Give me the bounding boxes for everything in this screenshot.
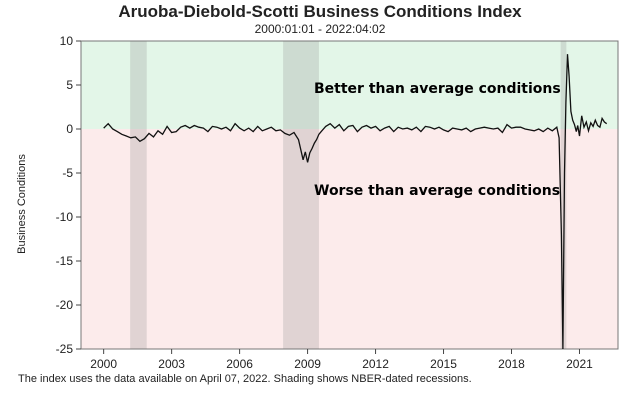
recession-shading — [130, 41, 567, 349]
annotation-better: Better than average conditions — [314, 81, 561, 97]
recession-band-1 — [130, 41, 147, 349]
recession-band-3 — [560, 41, 567, 349]
footnote: The index uses the data available on Apr… — [18, 373, 472, 385]
above-zero-region — [81, 41, 618, 129]
x-tick-label: 2000 — [90, 357, 117, 371]
plot-frame — [80, 40, 619, 350]
x-tick-label: 2006 — [226, 357, 253, 371]
axes: 10 5 0 -5 -10 -15 -20 -25 2000 2003 2006 2009 2012 20… — [56, 34, 619, 371]
annotation-worse: Worse than average conditions — [314, 183, 560, 199]
x-tick-label: 2009 — [294, 357, 321, 371]
y-tick-label: 5 — [66, 78, 73, 92]
recession-band-2 — [283, 41, 319, 349]
x-tick-label: 2003 — [158, 357, 185, 371]
x-tick-label: 2015 — [430, 357, 457, 371]
y-tick-label: 10 — [60, 34, 74, 48]
chart-subtitle: 2000:01:01 - 2022:04:02 — [254, 22, 386, 36]
y-tick-label: -10 — [56, 210, 74, 224]
chart-title: Aruoba-Diebold-Scotti Business Condition… — [118, 2, 522, 21]
y-tick-label: -5 — [62, 166, 73, 180]
below-zero-region — [81, 129, 618, 349]
y-tick-label: -15 — [56, 254, 74, 268]
y-tick-label: -25 — [56, 342, 74, 356]
y-tick-label: -20 — [56, 298, 74, 312]
x-tick-label: 2018 — [498, 357, 525, 371]
y-tick-label: 0 — [66, 122, 73, 136]
x-tick-label: 2021 — [566, 357, 593, 371]
x-tick-label: 2012 — [362, 357, 389, 371]
condition-regions — [81, 41, 618, 349]
series-line — [103, 54, 608, 350]
